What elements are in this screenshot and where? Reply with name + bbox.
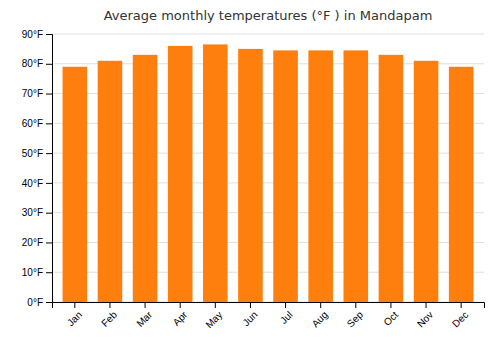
bar [63, 67, 88, 302]
grid-line [52, 34, 484, 35]
x-tick-mark [285, 302, 286, 308]
x-tick-mark [250, 302, 251, 308]
y-tick-label: 50°F [22, 148, 43, 159]
x-tick: Sep [345, 302, 366, 329]
x-tick-label: Sep [345, 309, 366, 330]
x-axis: Jan Feb Mar Apr May Jun Jul Aug Sep Oct Nov Dec [53, 302, 485, 330]
y-tick: 90°F [22, 29, 52, 40]
y-tick-label: 40°F [22, 178, 43, 189]
y-tick: 50°F [22, 148, 52, 159]
x-tick-label: Feb [99, 309, 119, 329]
x-axis-line [53, 303, 485, 309]
chart: 0°F 10°F 20°F 30°F 40°F 50°F 60°F 70°F 80°F 90°F J… [0, 0, 500, 350]
x-tick: Jan [65, 302, 84, 328]
y-tick-mark [46, 94, 52, 95]
y-tick-label: 70°F [22, 88, 43, 99]
bar [203, 44, 228, 302]
y-tick: 60°F [22, 118, 52, 129]
x-tick: Aug [310, 302, 330, 329]
y-tick-label: 30°F [22, 207, 43, 218]
grid [52, 34, 484, 302]
y-tick-label: 0°F [27, 297, 43, 308]
x-tick: Jul [278, 302, 295, 326]
x-tick: Dec [450, 302, 470, 329]
x-tick-mark [426, 302, 427, 308]
y-tick-mark [46, 183, 52, 184]
x-tick-mark [390, 302, 391, 308]
y-tick-mark [46, 302, 52, 303]
y-tick: 10°F [22, 267, 52, 278]
x-tick-mark [109, 302, 110, 308]
plot: 0°F 10°F 20°F 30°F 40°F 50°F 60°F 70°F 80°F 90°F J… [22, 29, 485, 331]
bar [98, 61, 123, 302]
x-tick-label: Jun [240, 309, 259, 328]
y-tick-label: 60°F [22, 118, 43, 129]
y-tick-mark [46, 34, 52, 35]
x-tick-label: Mar [134, 309, 154, 329]
y-tick: 70°F [22, 88, 52, 99]
x-tick: Nov [415, 302, 435, 329]
x-tick-label: Jan [65, 309, 84, 328]
x-tick-mark [180, 302, 181, 308]
y-tick: 20°F [22, 237, 52, 248]
x-tick-label: Jul [278, 309, 295, 326]
y-tick: 30°F [22, 207, 52, 218]
y-tick-mark [46, 153, 52, 154]
bar [273, 50, 298, 302]
x-tick: Jun [240, 302, 259, 328]
x-tick-mark [74, 302, 75, 308]
bar [238, 49, 263, 302]
x-tick: Feb [99, 302, 119, 329]
title: Average monthly temperatures (°F ) in Ma… [104, 8, 433, 23]
y-tick-mark [46, 213, 52, 214]
x-tick-label: Aug [310, 309, 330, 329]
x-tick-mark [320, 302, 321, 308]
y-tick-mark [46, 272, 52, 273]
x-tick-label: Nov [415, 309, 435, 329]
x-tick-label: May [203, 309, 224, 330]
y-tick-label: 10°F [22, 267, 43, 278]
y-tick: 40°F [22, 178, 52, 189]
bar [168, 46, 193, 302]
x-tick-label: Apr [171, 309, 190, 328]
y-tick-label: 90°F [22, 29, 43, 40]
x-tick-mark [461, 302, 462, 308]
y-tick: 0°F [27, 297, 52, 308]
y-tick-mark [46, 64, 52, 65]
x-tick-mark [145, 302, 146, 308]
y-tick-label: 80°F [22, 58, 43, 69]
bar [449, 67, 474, 302]
bar [379, 55, 404, 302]
bars [63, 44, 474, 302]
y-axis: 0°F 10°F 20°F 30°F 40°F 50°F 60°F 70°F 80°F 90°F [22, 29, 53, 308]
y-tick: 80°F [22, 58, 52, 69]
x-tick: Mar [134, 302, 154, 329]
x-tick: Apr [171, 302, 190, 328]
x-tick-mark [355, 302, 356, 308]
bar [414, 61, 439, 302]
x-tick-label: Oct [381, 309, 400, 328]
bar [133, 55, 158, 302]
y-axis-line [46, 35, 53, 303]
y-tick-label: 20°F [22, 237, 43, 248]
y-tick-mark [46, 242, 52, 243]
bar [344, 50, 369, 302]
y-tick-mark [46, 123, 52, 124]
x-tick-label: Dec [450, 309, 470, 329]
x-tick: Oct [381, 302, 400, 328]
x-tick-mark [215, 302, 216, 308]
bar [308, 50, 333, 302]
x-tick: May [203, 302, 224, 330]
